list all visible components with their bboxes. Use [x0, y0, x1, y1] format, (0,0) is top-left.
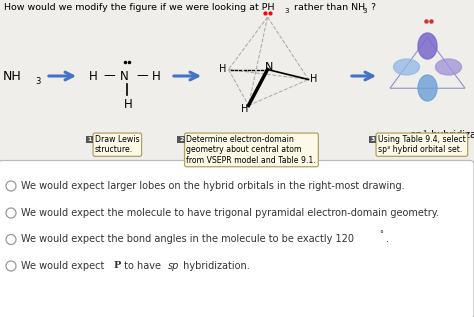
Text: 3: 3 — [35, 76, 40, 86]
Ellipse shape — [436, 59, 462, 75]
Text: 3: 3 — [284, 8, 289, 14]
Text: 3: 3 — [371, 137, 375, 142]
Text: Using Table 9.4, select
sp³ hybrid orbital set.: Using Table 9.4, select sp³ hybrid orbit… — [378, 135, 466, 154]
Text: H: H — [152, 69, 161, 82]
Ellipse shape — [418, 33, 437, 59]
Text: rather than NH: rather than NH — [291, 3, 365, 12]
Text: ?: ? — [368, 3, 377, 12]
Text: We would expect: We would expect — [21, 261, 108, 271]
Text: sp: sp — [168, 261, 179, 271]
Text: H: H — [89, 69, 98, 82]
Text: —: — — [137, 69, 148, 82]
Text: H: H — [124, 99, 132, 112]
Text: We would expect the molecule to have trigonal pyramidal electron-domain geometry: We would expect the molecule to have tri… — [21, 208, 439, 218]
Text: We would expect larger lobes on the hybrid orbitals in the right-most drawing.: We would expect larger lobes on the hybr… — [21, 181, 405, 191]
Text: How would we modify the figure if we were looking at PH: How would we modify the figure if we wer… — [4, 3, 274, 12]
Text: H: H — [241, 105, 249, 114]
Text: NH: NH — [2, 69, 21, 82]
Text: 2: 2 — [179, 137, 183, 142]
Text: °: ° — [379, 230, 383, 239]
Text: P: P — [113, 262, 121, 270]
Text: hybridization.: hybridization. — [181, 261, 250, 271]
Text: Determine electron-domain
geometry about central atom
from VSEPR model and Table: Determine electron-domain geometry about… — [186, 135, 316, 165]
Text: N: N — [120, 69, 129, 82]
Text: H: H — [219, 64, 227, 74]
Text: $sp$: $sp$ — [409, 130, 422, 141]
FancyBboxPatch shape — [0, 160, 474, 317]
Ellipse shape — [393, 59, 419, 75]
Text: —: — — [103, 69, 115, 82]
Text: N: N — [265, 62, 273, 72]
Ellipse shape — [418, 75, 437, 101]
Text: We would expect the bond angles in the molecule to be exactly 120: We would expect the bond angles in the m… — [21, 235, 354, 244]
Text: $^3$: $^3$ — [422, 130, 428, 139]
Text: 3: 3 — [363, 8, 367, 14]
Text: 1: 1 — [88, 137, 92, 142]
FancyBboxPatch shape — [86, 135, 93, 143]
FancyBboxPatch shape — [177, 135, 185, 143]
Text: .: . — [386, 235, 389, 244]
Text: to have: to have — [121, 261, 164, 271]
Text: H: H — [310, 74, 318, 85]
Text: Draw Lewis
structure.: Draw Lewis structure. — [95, 135, 140, 154]
Text: hybridization: hybridization — [428, 130, 474, 139]
FancyBboxPatch shape — [369, 135, 376, 143]
